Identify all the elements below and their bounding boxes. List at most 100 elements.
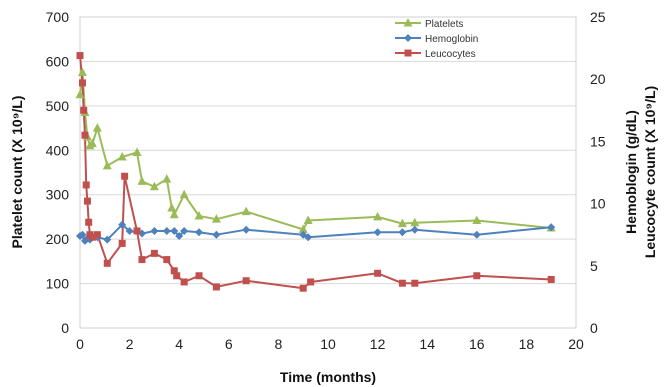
right-y-tick-label: 0 <box>590 320 598 336</box>
left-y-tick-label: 200 <box>46 231 70 247</box>
left-y-tick-label: 600 <box>46 53 70 69</box>
platelets-data-point <box>75 89 85 99</box>
hemoglobin-data-point <box>373 228 382 237</box>
platelets-data-point <box>194 211 204 220</box>
left-axis-title: Platelet count (X 10⁹/L) <box>9 96 25 249</box>
leucocytes-data-point <box>163 256 171 264</box>
legend-label-hemoglobin: Hemoglobin <box>425 34 478 45</box>
leucocytes-data-point <box>242 277 250 285</box>
hemoglobin-data-point <box>242 225 251 234</box>
leucocytes-data-point <box>121 172 129 180</box>
platelets-data-point <box>92 123 102 132</box>
left-y-tick-label: 500 <box>46 98 70 114</box>
left-y-tick-label: 700 <box>46 9 70 25</box>
hemoglobin-data-point <box>195 228 204 237</box>
x-tick-label: 20 <box>568 336 584 352</box>
x-tick-label: 10 <box>320 336 336 352</box>
hemoglobin-data-point <box>398 228 407 237</box>
platelets-data-point <box>169 209 179 219</box>
platelets-data-point <box>117 151 127 161</box>
right-axis-title-hemoglobin: Hemoblogin (g/dL) <box>623 110 639 234</box>
platelets-data-point <box>102 160 112 170</box>
hemoglobin-data-point <box>170 226 179 235</box>
platelets-data-point <box>211 214 221 223</box>
leucocytes-data-point <box>138 256 146 264</box>
leucocytes-data-point <box>80 106 88 114</box>
leucocytes-data-point <box>103 259 111 267</box>
hemoglobin-data-point <box>304 233 313 242</box>
leucocytes-data-point <box>374 269 382 277</box>
platelets-data-point <box>410 217 420 227</box>
leucocytes-data-point <box>212 283 220 291</box>
hemoglobin-data-point <box>212 230 221 239</box>
leucocytes-data-point <box>195 272 203 280</box>
platelets-data-point <box>241 206 251 216</box>
platelets-data-point <box>179 189 189 199</box>
platelets-data-point <box>149 181 159 191</box>
series-lines <box>79 55 552 290</box>
legend: Platelets Hemoglobin Leucocytes <box>395 18 478 60</box>
right-y-tick-label: 20 <box>590 71 606 87</box>
legend-marker-platelets <box>403 18 413 27</box>
hemoglobin-data-point <box>150 226 159 235</box>
leucocytes-data-point <box>82 181 90 189</box>
legend-marker-hemoglobin <box>404 34 412 42</box>
leucocytes-data-point <box>299 284 307 292</box>
right-y-tick-label: 10 <box>590 196 606 212</box>
leucocytes-data-point <box>398 279 406 287</box>
hemoglobin-data-point <box>118 220 127 229</box>
leucocytes-data-point <box>83 197 91 205</box>
gridlines <box>80 16 576 329</box>
legend-label-leucocytes: Leucocytes <box>425 49 476 60</box>
legend-label-platelets: Platelets <box>425 19 463 30</box>
leucocytes-data-point <box>170 267 178 275</box>
platelets-data-point <box>137 176 147 185</box>
right-y-tick-label: 5 <box>590 258 598 274</box>
left-y-tick-label: 100 <box>46 276 70 292</box>
leucocytes-data-point <box>150 249 158 257</box>
hemoglobin-data-point <box>410 225 419 234</box>
leucocytes-data-point <box>88 233 96 241</box>
x-tick-label: 16 <box>469 336 485 352</box>
hemoglobin-data-point <box>175 231 184 240</box>
left-axis-ticks: 0 100 200 300 400 500 600 700 <box>46 9 70 336</box>
hemoglobin-data-point <box>472 230 481 239</box>
leucocytes-data-point <box>473 272 481 280</box>
hemoglobin-data-point <box>547 223 556 232</box>
hemoglobin-data-point <box>125 226 134 235</box>
x-tick-label: 8 <box>275 336 283 352</box>
leucocytes-data-point <box>411 279 419 287</box>
x-tick-label: 12 <box>370 336 386 352</box>
platelets-series-line <box>79 71 552 231</box>
leucocytes-data-point <box>81 131 89 139</box>
right-axis-ticks: 0 5 10 15 20 25 <box>590 9 606 336</box>
leucocytes-data-point <box>78 79 86 87</box>
x-tick-label: 4 <box>175 336 183 352</box>
right-y-tick-label: 15 <box>590 133 606 149</box>
platelets-data-point <box>77 67 87 77</box>
leucocytes-data-point <box>76 52 84 60</box>
x-tick-label: 18 <box>519 336 535 352</box>
hemoglobin-data-point <box>78 230 87 239</box>
platelets-data-point <box>397 218 407 228</box>
left-y-tick-label: 400 <box>46 142 70 158</box>
right-y-tick-label: 25 <box>590 9 606 25</box>
legend-marker-leucocytes <box>404 49 412 57</box>
x-tick-label: 14 <box>419 336 435 352</box>
plot-frame <box>79 16 577 329</box>
x-tick-label: 0 <box>76 336 84 352</box>
leucocytes-series-line <box>79 55 552 290</box>
platelets-data-point <box>303 215 313 224</box>
leucocytes-data-point <box>307 278 315 286</box>
leucocytes-data-point <box>180 278 188 286</box>
hemoglobin-data-point <box>103 235 112 244</box>
hemoglobin-data-point <box>180 226 189 235</box>
platelets-data-point <box>162 174 172 183</box>
leucocytes-data-point <box>85 218 93 226</box>
platelets-data-point <box>167 203 177 212</box>
series-markers <box>75 52 556 292</box>
x-tick-label: 2 <box>126 336 134 352</box>
x-axis-ticks: 0 2 4 6 8 10 12 14 16 18 20 <box>76 336 584 352</box>
leucocytes-data-point <box>547 275 555 283</box>
